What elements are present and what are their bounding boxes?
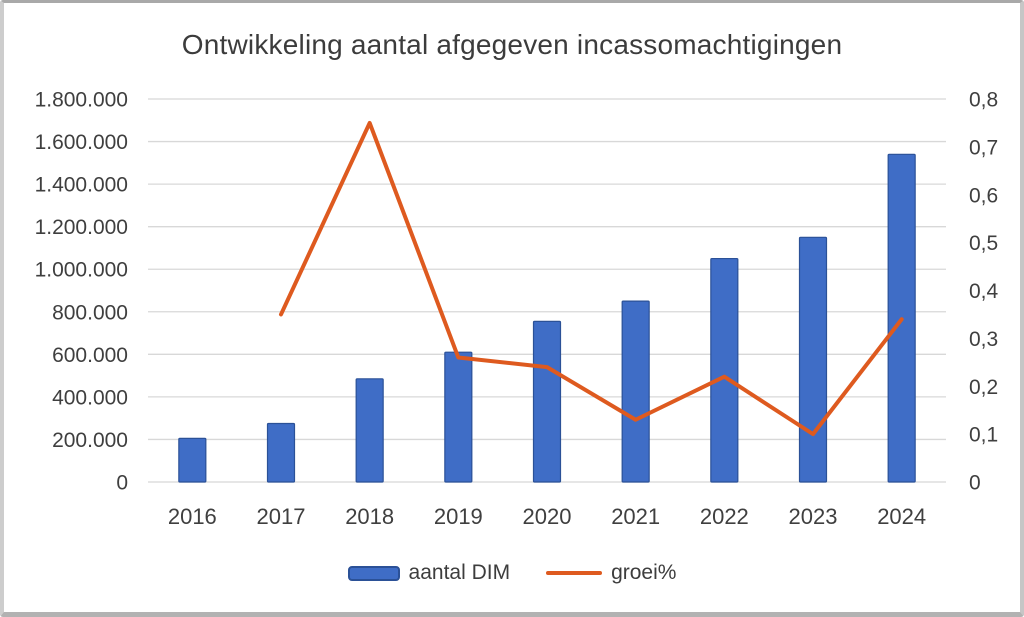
x-axis-label: 2019: [434, 504, 483, 529]
right-axis-tick-label: 0,2: [969, 376, 998, 399]
x-axis-label: 2023: [789, 504, 838, 529]
x-axis-label: 2017: [257, 504, 306, 529]
plot-area: 0 200.000 400.000 600.000 800.000 1.000.000 1.…: [35, 89, 999, 530]
right-axis-tick-label: 0,5: [969, 232, 998, 255]
right-axis-tick-label: 0,1: [969, 424, 998, 447]
right-axis-tick-label: 0: [969, 472, 981, 495]
left-axis-tick-label: 1.400.000: [35, 174, 128, 197]
right-axis-tick-label: 0,7: [969, 136, 998, 159]
right-axis-tick-label: 0,4: [969, 280, 999, 303]
right-axis-tick-label: 0,3: [969, 328, 998, 351]
left-axis-tick-label: 800.000: [52, 301, 128, 324]
x-axis-label: 2022: [700, 504, 749, 529]
bar-2022: [710, 257, 739, 483]
bar-2016: [178, 437, 207, 483]
right-axis-tick-label: 0,8: [969, 89, 998, 112]
legend-label-groei: groei%: [611, 561, 677, 584]
left-axis-tick-label: 1.000.000: [35, 259, 128, 282]
bar-series-swatch: [347, 565, 400, 581]
legend-item-groei: groei%: [546, 561, 676, 585]
bar-2023: [798, 236, 828, 483]
left-axis-tick-label: 1.600.000: [35, 131, 128, 154]
right-axis-tick-label: 0,6: [969, 184, 998, 207]
groei-line: [279, 120, 904, 437]
legend-item-aantal-dim: aantal DIM: [347, 561, 511, 585]
chart-title: Ontwikkeling aantal afgegeven incassomac…: [181, 29, 843, 60]
x-axis-label: 2020: [523, 504, 572, 529]
left-axis-tick-label: 1.800.000: [35, 89, 128, 112]
line-series-swatch: [546, 571, 603, 575]
bar-2019: [444, 351, 473, 483]
left-axis-tick-label: 200.000: [52, 429, 128, 452]
left-axis-tick-label: 0: [116, 472, 128, 495]
bar-2017: [266, 422, 296, 483]
legend-label-aantal-dim: aantal DIM: [408, 561, 511, 584]
x-axis-label: 2021: [611, 504, 660, 529]
x-axis-label: 2024: [877, 504, 926, 529]
bar-2021: [621, 300, 650, 483]
bar-2018: [355, 378, 384, 483]
left-axis-tick-label: 600.000: [52, 344, 128, 367]
x-axis-label: 2018: [345, 504, 394, 529]
x-axis-label: 2016: [168, 504, 217, 529]
left-axis-tick-label: 400.000: [52, 386, 128, 409]
bar-2020: [532, 320, 562, 483]
left-axis-tick-label: 1.200.000: [35, 216, 128, 239]
legend: aantal DIM groei%: [4, 561, 1020, 585]
